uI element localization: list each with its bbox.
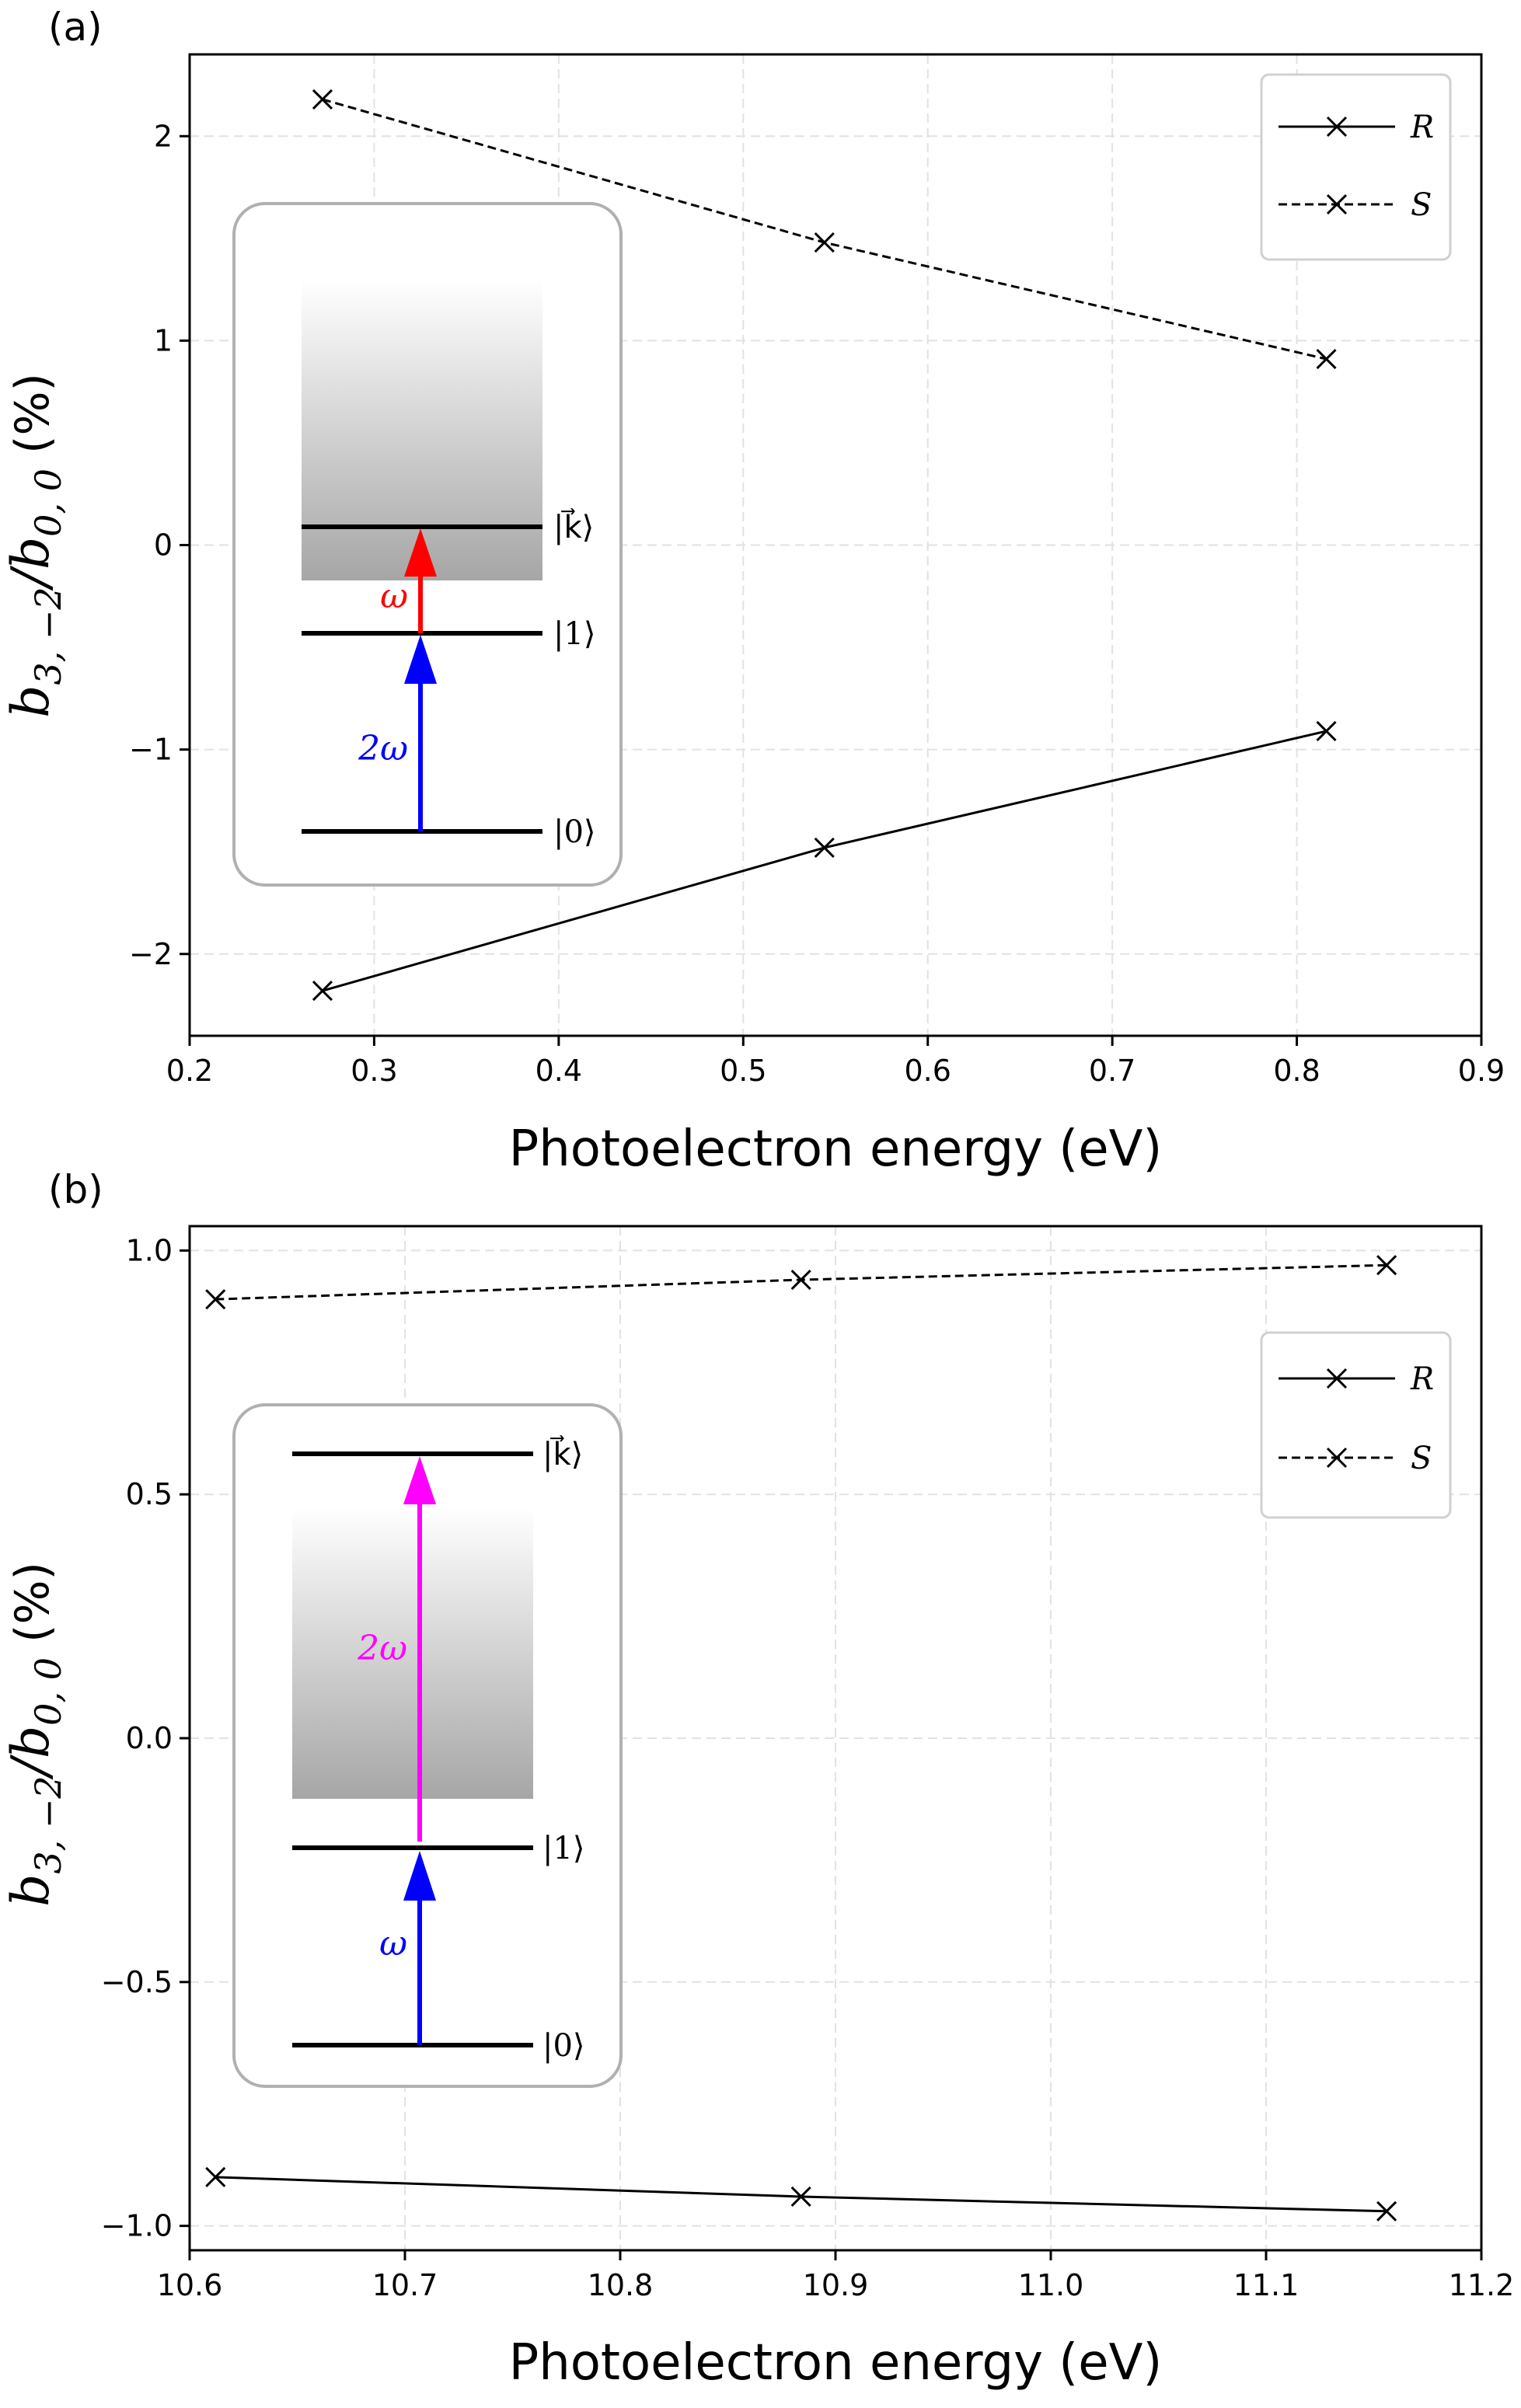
level-1-label: |1⟩ bbox=[553, 616, 596, 652]
legend-label-s: S bbox=[1411, 187, 1432, 223]
y-tick-label: 0.0 bbox=[126, 1721, 173, 1755]
x-axis: 10.6 10.7 10.8 10.9 11.0 11.1 11.2 bbox=[157, 2250, 1515, 2302]
arrow-1-to-k-label: 2ω bbox=[357, 1629, 407, 1668]
y-axis: −2 −1 0 1 2 bbox=[129, 119, 190, 971]
data-point-r bbox=[1316, 720, 1337, 742]
x-tick-label: 0.7 bbox=[1089, 1054, 1136, 1088]
x-tick-label: 0.4 bbox=[535, 1054, 582, 1088]
data-point-r bbox=[1376, 2201, 1397, 2222]
series-layer bbox=[312, 89, 1337, 1002]
panel-b: 10.6 10.7 10.8 10.9 11.0 11.1 11.2 −1.0 −0.5 0.0… bbox=[1, 1167, 1514, 2392]
level-k-label: |k⃗⟩ bbox=[542, 1435, 583, 1472]
panel-a: 0.2 0.3 0.4 0.5 0.6 0.7 0.8 0.9 −2 −1 0 1 2 (a) Pho… bbox=[1, 5, 1505, 1178]
x-tick-label: 11.0 bbox=[1018, 2268, 1084, 2302]
y-axis: −1.0 −0.5 0.0 0.5 1.0 bbox=[101, 1233, 190, 2243]
y-axis-title: b3, −2/b0, 0 (%) bbox=[1, 1562, 69, 1907]
y-tick-label: 1 bbox=[154, 323, 173, 357]
level-k-label: |k⃗⟩ bbox=[553, 508, 594, 545]
x-axis-title: Photoelectron energy (eV) bbox=[509, 1120, 1163, 1178]
x-tick-label: 10.6 bbox=[157, 2268, 223, 2302]
y-tick-label: 2 bbox=[154, 119, 173, 153]
x-tick-label: 10.7 bbox=[372, 2268, 438, 2302]
data-point-s bbox=[1316, 348, 1337, 370]
y-tick-label: −2 bbox=[129, 937, 173, 971]
data-point-r bbox=[790, 2186, 811, 2208]
y-tick-label: −1 bbox=[129, 733, 173, 767]
legend-label-r: R bbox=[1410, 110, 1434, 145]
x-tick-label: 11.1 bbox=[1233, 2268, 1299, 2302]
panel-label: (a) bbox=[48, 5, 103, 50]
data-point-r bbox=[814, 837, 835, 858]
arrow-0-to-1-label: 2ω bbox=[358, 729, 408, 768]
data-point-s bbox=[205, 1289, 226, 1310]
y-tick-label: 0 bbox=[154, 528, 173, 563]
x-tick-label: 11.2 bbox=[1449, 2268, 1515, 2302]
x-tick-label: 10.9 bbox=[803, 2268, 869, 2302]
x-axis-title: Photoelectron energy (eV) bbox=[509, 2334, 1163, 2392]
y-axis-title: b3, −2/b0, 0 (%) bbox=[1, 373, 69, 718]
x-tick-label: 0.9 bbox=[1458, 1054, 1505, 1088]
legend-box bbox=[1260, 73, 1452, 261]
y-tick-label: −1.0 bbox=[101, 2209, 173, 2243]
y-tick-label: 1.0 bbox=[126, 1233, 173, 1267]
series-layer bbox=[205, 1255, 1397, 2222]
arrow-0-to-1-label: ω bbox=[379, 1924, 407, 1964]
level-1-label: |1⟩ bbox=[542, 1831, 585, 1866]
y-tick-label: 0.5 bbox=[126, 1477, 173, 1511]
level-0-label: |0⟩ bbox=[553, 814, 596, 850]
x-tick-label: 0.3 bbox=[351, 1054, 397, 1088]
x-tick-label: 0.5 bbox=[720, 1054, 766, 1088]
legend-box bbox=[1260, 1331, 1452, 1519]
legend-label-r: R bbox=[1410, 1361, 1434, 1397]
continuum-band bbox=[302, 280, 542, 580]
series-line-s bbox=[215, 1263, 1387, 1301]
arrow-1-to-k-head bbox=[404, 528, 437, 577]
data-point-s bbox=[814, 232, 835, 253]
y-tick-label: −0.5 bbox=[101, 1965, 173, 1999]
data-point-r bbox=[312, 981, 333, 1002]
panel-label: (b) bbox=[48, 1167, 103, 1212]
level-0-label: |0⟩ bbox=[542, 2028, 585, 2064]
legend-marker-s bbox=[1326, 1447, 1348, 1469]
series-line-r bbox=[215, 2176, 1387, 2213]
inset-diagram: |k⃗⟩ |1⟩ |0⟩ ω 2ω bbox=[232, 1403, 623, 2088]
x-tick-label: 10.8 bbox=[588, 2268, 654, 2302]
arrow-0-to-1-head bbox=[404, 635, 437, 684]
data-point-s bbox=[312, 89, 333, 110]
arrow-1-to-k-label: ω bbox=[380, 577, 408, 616]
legend-label-s: S bbox=[1411, 1441, 1432, 1476]
legend: R S bbox=[1260, 73, 1452, 261]
legend-marker-r bbox=[1326, 1368, 1348, 1389]
arrow-0-to-1-head bbox=[403, 1851, 436, 1901]
x-tick-label: 0.6 bbox=[904, 1054, 951, 1088]
inset-diagram: |k⃗⟩ |1⟩ |0⟩ 2ω ω bbox=[232, 202, 623, 887]
legend-marker-s bbox=[1326, 193, 1348, 215]
continuum-band bbox=[292, 1507, 533, 1799]
data-point-s bbox=[1376, 1255, 1397, 1276]
data-point-r bbox=[205, 2166, 226, 2187]
x-tick-label: 0.8 bbox=[1273, 1054, 1320, 1088]
legend-marker-r bbox=[1326, 116, 1348, 138]
x-tick-label: 0.2 bbox=[166, 1054, 213, 1088]
legend: R S bbox=[1260, 1331, 1452, 1519]
data-point-s bbox=[790, 1269, 811, 1291]
x-axis: 0.2 0.3 0.4 0.5 0.6 0.7 0.8 0.9 bbox=[166, 1036, 1505, 1088]
arrow-1-to-k-head bbox=[403, 1456, 436, 1504]
